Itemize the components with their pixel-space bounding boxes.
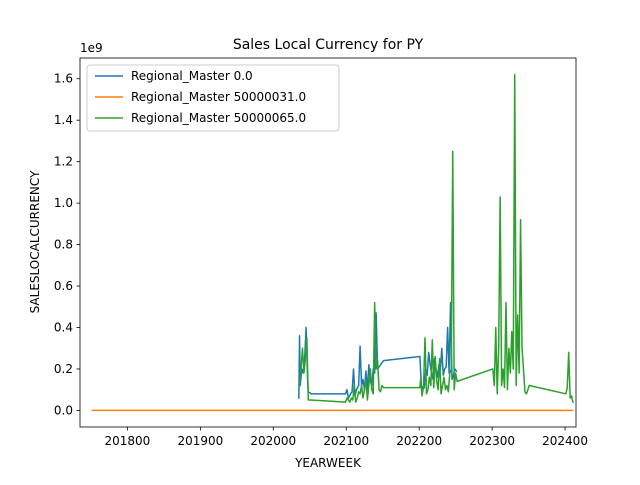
series-layer (91, 73, 575, 412)
legend-label-regional-master-50000031: Regional_Master 50000031.0 (131, 90, 306, 104)
y-tick-label: 0.0 (54, 403, 73, 417)
x-axis-ticks: 201800 201900 202000 202100 202200 202300 2024… (105, 427, 588, 448)
y-tick-label: 1.0 (54, 196, 73, 210)
y-tick-label: 0.8 (54, 238, 73, 252)
x-axis-label: YEARWEEK (294, 456, 362, 470)
y-tick-label: 0.2 (54, 362, 73, 376)
y-tick-label: 0.6 (54, 279, 73, 293)
legend-label-regional-master-50000065: Regional_Master 50000065.0 (131, 111, 306, 125)
y-tick-label: 1.4 (54, 113, 73, 127)
x-tick-label: 202100 (323, 434, 369, 448)
x-tick-label: 202000 (250, 434, 296, 448)
x-tick-label: 202300 (469, 434, 515, 448)
x-tick-label: 202400 (542, 434, 588, 448)
legend: Regional_Master 0.0 Regional_Master 5000… (86, 64, 340, 132)
x-tick-label: 201800 (105, 434, 151, 448)
legend-box (86, 64, 340, 132)
legend-label-regional-master-0: Regional_Master 0.0 (131, 69, 253, 83)
y-axis-label: SALESLOCALCURRENCY (28, 170, 42, 313)
y-tick-label: 0.4 (54, 320, 73, 334)
y-tick-label: 1.2 (54, 155, 73, 169)
y-axis-ticks: 0.0 0.2 0.4 0.6 0.8 1.0 1.2 1.4 1.6 (54, 72, 80, 417)
series-line-regional-master-50000065-0 (298, 73, 575, 404)
plot-frame (79, 57, 577, 428)
y-tick-label: 1.6 (54, 72, 73, 86)
x-tick-label: 201900 (177, 434, 223, 448)
x-tick-label: 202200 (396, 434, 442, 448)
y-axis-offset-text: 1e9 (80, 41, 103, 55)
series-line-regional-master-0-0 (298, 301, 458, 399)
chart-title: Sales Local Currency for PY (233, 37, 424, 53)
